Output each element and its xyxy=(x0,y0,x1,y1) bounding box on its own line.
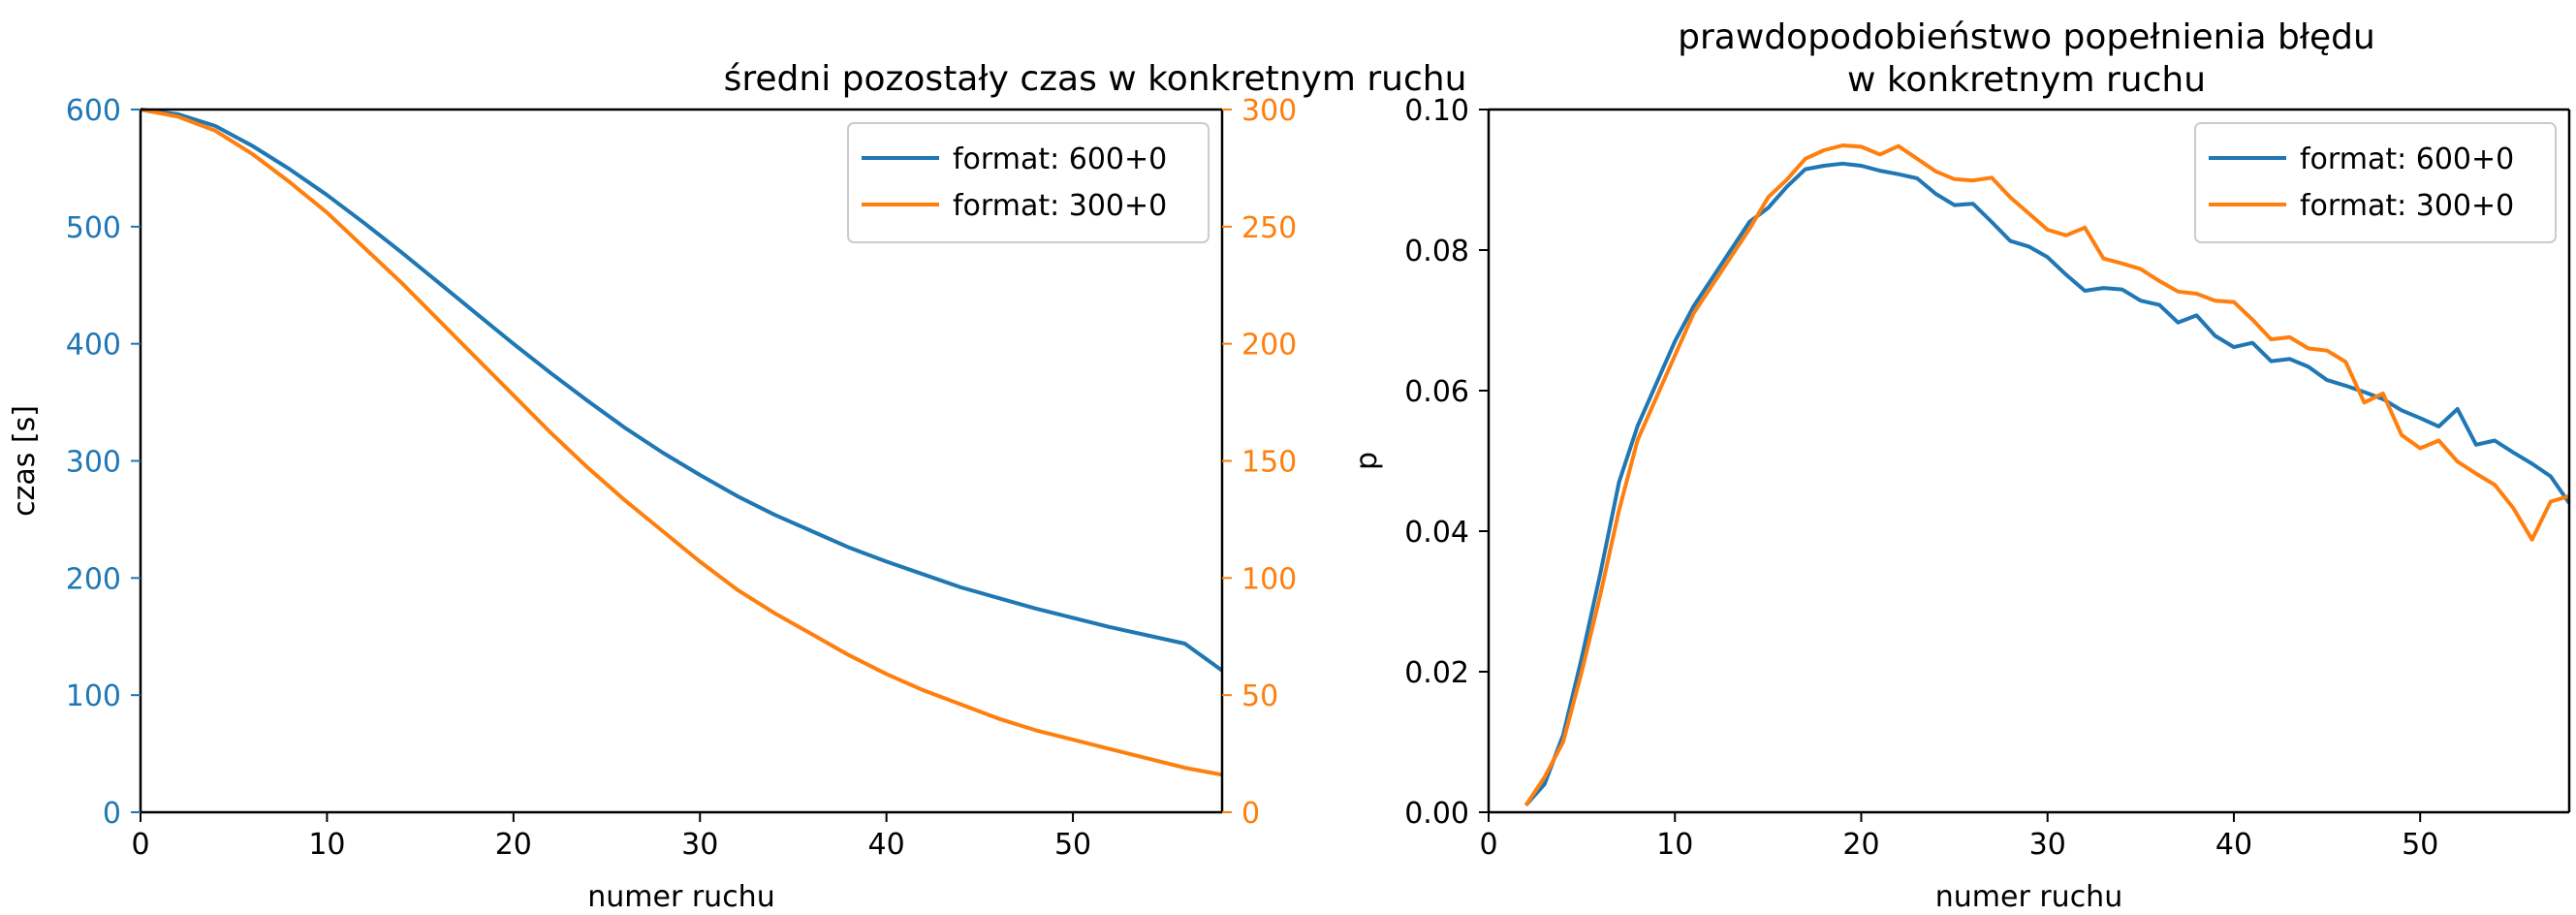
x-axis-label: numer ruchu xyxy=(587,880,774,914)
y-right-tick-label: 200 xyxy=(1241,329,1297,363)
y-tick-label: 0.06 xyxy=(1404,375,1469,409)
x-axis-label: numer ruchu xyxy=(1935,880,2122,914)
y-right-tick-label: 150 xyxy=(1241,446,1297,480)
legend-label: format: 300+0 xyxy=(953,189,1167,223)
y-tick-label: 400 xyxy=(66,329,121,363)
x-tick-label: 30 xyxy=(681,828,718,862)
legend-label: format: 600+0 xyxy=(953,142,1167,176)
x-tick-label: 0 xyxy=(1479,828,1497,862)
x-tick-label: 40 xyxy=(868,828,905,862)
legend-box xyxy=(2194,122,2557,243)
y-right-tick-label: 100 xyxy=(1241,562,1297,596)
y-axis-label: p xyxy=(1350,452,1384,470)
legend-label: format: 300+0 xyxy=(2300,189,2514,223)
y-right-tick-label: 300 xyxy=(1241,94,1297,128)
y-tick-label: 100 xyxy=(66,679,121,713)
chart-title: prawdopodobieństwo popełnienia błędu w ko… xyxy=(1678,17,2375,100)
chart-remaining-time: średni pozostały czas w konkretnym ruchu… xyxy=(8,59,1466,914)
y-right-tick-label: 50 xyxy=(1241,679,1278,713)
chart-error-probability: prawdopodobieństwo popełnienia błędu w ko… xyxy=(1350,17,2571,914)
x-tick-label: 50 xyxy=(2402,828,2438,862)
x-tick-label: 0 xyxy=(131,828,149,862)
legend: format: 600+0 format: 300+0 xyxy=(847,122,1209,243)
x-tick-label: 10 xyxy=(1656,828,1693,862)
chart-title: średni pozostały czas w konkretnym ruchu xyxy=(724,59,1467,99)
y-tick-label: 0.04 xyxy=(1404,516,1469,550)
y-tick-label: 200 xyxy=(66,562,121,596)
y-tick-label: 600 xyxy=(66,94,121,128)
y-tick-label: 0 xyxy=(103,797,121,831)
x-tick-label: 20 xyxy=(495,828,532,862)
y-right-tick-label: 250 xyxy=(1241,211,1297,245)
y-tick-label: 0.08 xyxy=(1404,235,1469,268)
legend: format: 600+0 format: 300+0 xyxy=(2194,122,2557,243)
y-tick-label: 500 xyxy=(66,211,121,245)
legend-label: format: 600+0 xyxy=(2300,142,2514,176)
series-line-2 xyxy=(140,108,1223,777)
x-tick-label: 30 xyxy=(2029,828,2066,862)
legend-box xyxy=(847,122,1209,243)
x-tick-label: 10 xyxy=(308,828,345,862)
series-line-2 xyxy=(1524,143,2570,806)
x-tick-label: 20 xyxy=(1842,828,1879,862)
x-tick-label: 40 xyxy=(2215,828,2252,862)
series-line-1 xyxy=(1524,161,2571,807)
y-tick-label: 0.00 xyxy=(1404,797,1469,831)
y-axis-label: czas [s] xyxy=(8,405,42,517)
series-line-1 xyxy=(140,108,1224,673)
y-right-tick-label: 0 xyxy=(1241,797,1260,831)
y-tick-label: 0.02 xyxy=(1404,656,1469,690)
y-tick-label: 0.10 xyxy=(1404,94,1469,128)
x-tick-label: 50 xyxy=(1054,828,1091,862)
y-tick-label: 300 xyxy=(66,446,121,480)
